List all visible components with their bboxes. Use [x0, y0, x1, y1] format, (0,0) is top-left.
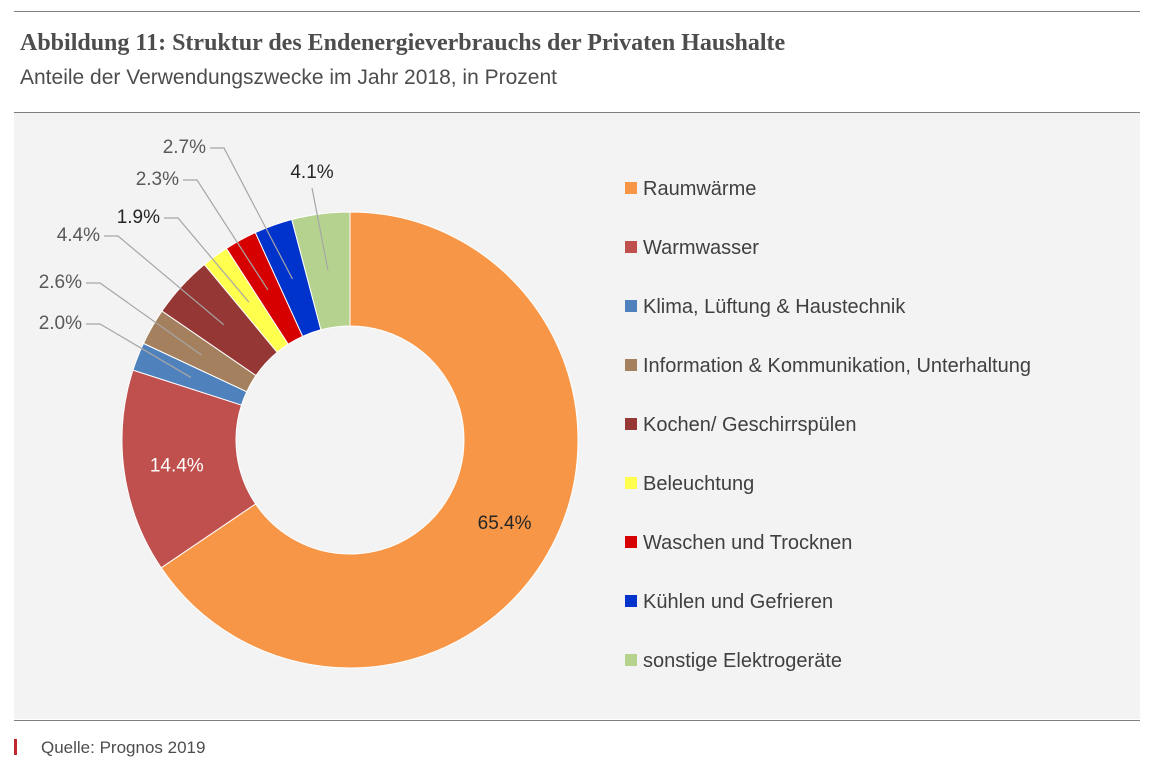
top-rule [14, 11, 1140, 12]
legend-swatch-waschen-und-trocknen [625, 536, 637, 548]
slice-sonstige-elektrogeraete [291, 211, 351, 331]
data-label-waschen-und-trocknen: 2.3% [136, 169, 179, 190]
leader-line [104, 235, 225, 326]
source-accent-bar [14, 739, 17, 755]
legend-label-warmwasser: Warmwasser [643, 237, 759, 259]
slice-raumwaerme [160, 211, 579, 669]
legend-swatch-klima-lueftung-und-haustechnik [625, 300, 637, 312]
chart-panel: 65.4% 14.4% 2.0% 2.6% 4.4% 1.9% 2.3% 2.7% 4.1% Ra… [14, 113, 1140, 719]
figure-subtitle: Anteile der Verwendungszwecke im Jahr 20… [20, 66, 557, 89]
header-rule [14, 112, 1140, 113]
legend-swatch-beleuchtung [625, 477, 637, 489]
legend-label-kochen-geschirrspuelen: Kochen/ Geschirrspülen [643, 414, 856, 436]
legend-label-raumwaerme: Raumwärme [643, 178, 756, 200]
leader-line [210, 147, 294, 280]
legend-label-kuehlen-und-gefrieren: Kühlen und Gefrieren [643, 591, 833, 613]
data-label-sonstige-elektrogeraete: 4.1% [290, 162, 333, 183]
leader-line [86, 323, 192, 378]
legend-label-klima-lueftung-und-haustechnik: Klima, Lüftung & Haustechnik [643, 296, 906, 318]
legend-label-information-und-kommunikation-unterhaltung: Information & Kommunikation, Unterhaltun… [643, 355, 1031, 377]
legend-swatch-information-und-kommunikation-unterhaltung [625, 359, 637, 371]
legend-swatch-sonstige-elektrogeraete [625, 654, 637, 666]
source-note: Quelle: Prognos 2019 [41, 738, 206, 757]
donut-chart: 65.4% 14.4% 2.0% 2.6% 4.4% 1.9% 2.3% 2.7% 4.1% Ra… [39, 137, 1031, 672]
figure-title: Abbildung 11: Struktur des Endenergiever… [20, 30, 786, 56]
legend-swatch-raumwaerme [625, 182, 637, 194]
legend-swatch-warmwasser [625, 241, 637, 253]
data-label-kuehlen-und-gefrieren: 2.7% [163, 137, 206, 158]
data-label-beleuchtung: 1.9% [117, 207, 160, 228]
leader-line [86, 282, 202, 356]
legend-label-sonstige-elektrogeraete: sonstige Elektrogeräte [643, 650, 842, 672]
footer-rule [14, 720, 1140, 721]
leader-line [183, 179, 269, 291]
legend-label-waschen-und-trocknen: Waschen und Trocknen [643, 532, 852, 554]
legend-swatch-kuehlen-und-gefrieren [625, 595, 637, 607]
legend-label-beleuchtung: Beleuchtung [643, 473, 754, 495]
legend-swatch-kochen-geschirrspuelen [625, 418, 637, 430]
data-label-information-und-kommunikation-unterhaltung: 2.6% [39, 272, 82, 293]
slice-warmwasser [121, 369, 257, 569]
leader-line [311, 187, 329, 271]
data-label-klima-lueftung-und-haustechnik: 2.0% [39, 313, 82, 334]
leader-line [164, 217, 250, 303]
data-label-warmwasser: 14.4% [150, 456, 204, 477]
data-label-kochen-geschirrspuelen: 4.4% [57, 225, 100, 246]
data-label-raumwaerme: 65.4% [478, 513, 532, 534]
